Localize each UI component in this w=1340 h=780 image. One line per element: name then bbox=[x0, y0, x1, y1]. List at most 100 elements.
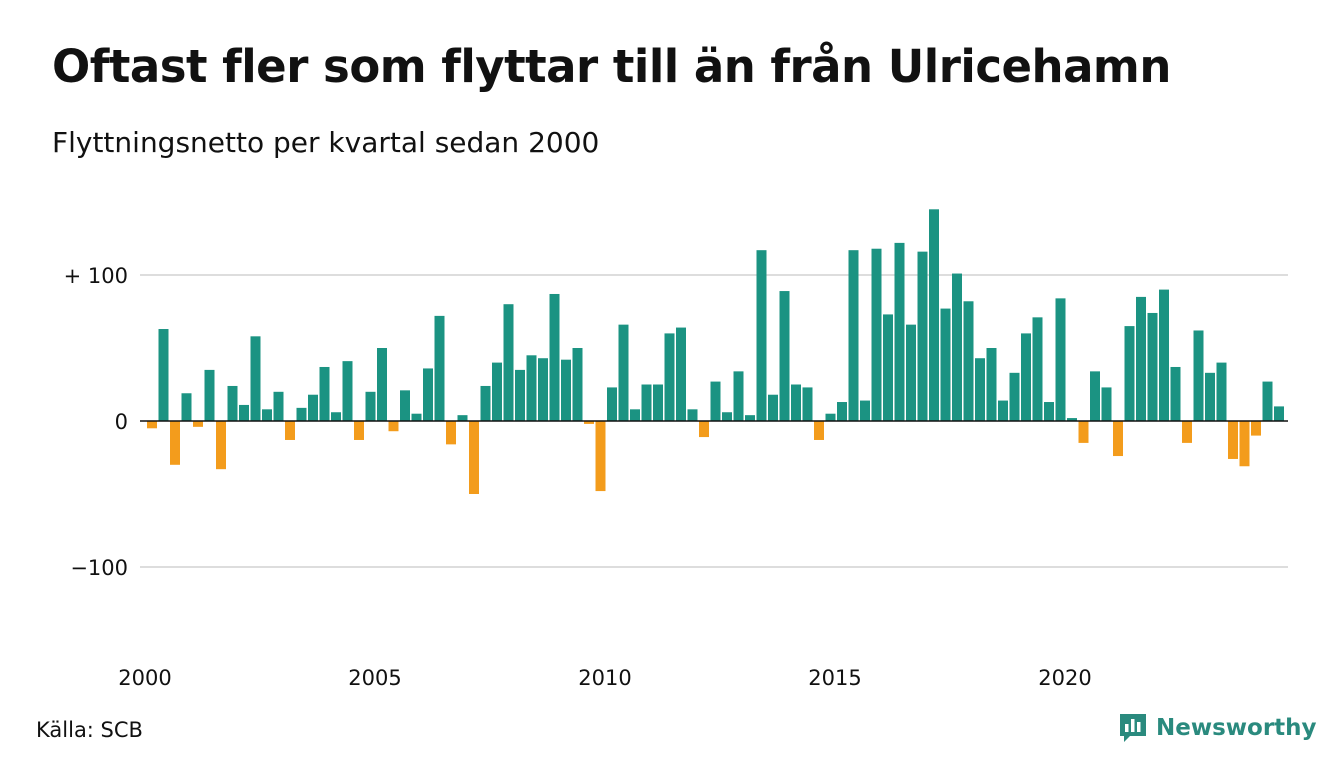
bar bbox=[296, 407, 307, 421]
bar bbox=[216, 421, 226, 470]
bar bbox=[952, 273, 962, 421]
bar bbox=[147, 421, 157, 429]
chart-subtitle: Flyttningsnetto per kvartal sedan 2000 bbox=[52, 126, 600, 159]
bar bbox=[791, 384, 801, 421]
x-tick-label: 2020 bbox=[1038, 666, 1091, 690]
bar bbox=[664, 333, 675, 421]
bar bbox=[204, 369, 215, 421]
bar bbox=[538, 358, 548, 421]
bar bbox=[1113, 421, 1123, 457]
bar bbox=[906, 324, 916, 421]
bar bbox=[929, 209, 939, 421]
bar bbox=[653, 384, 663, 421]
x-tick-label: 2000 bbox=[118, 666, 171, 690]
bar bbox=[377, 348, 387, 421]
bar bbox=[1274, 406, 1284, 421]
y-axis-ticks: + 100 0 −100 bbox=[64, 264, 128, 580]
bar bbox=[285, 421, 295, 440]
bar-chart-speech-icon bbox=[1120, 714, 1146, 742]
bar bbox=[768, 394, 778, 421]
bar bbox=[388, 421, 399, 432]
bar bbox=[549, 293, 560, 421]
bar bbox=[457, 415, 468, 421]
bars bbox=[147, 209, 1284, 494]
bar bbox=[1182, 421, 1192, 443]
bar bbox=[687, 409, 698, 421]
bar bbox=[308, 394, 318, 421]
bar bbox=[963, 301, 974, 421]
x-axis-ticks: 2000 2005 2010 2015 2020 bbox=[118, 666, 1091, 690]
bar bbox=[779, 291, 790, 421]
bar bbox=[1228, 421, 1238, 459]
chart-title: Oftast fler som flyttar till än från Ulr… bbox=[52, 40, 1171, 93]
bar bbox=[1170, 366, 1181, 421]
grid-lines bbox=[140, 274, 1288, 568]
bar bbox=[710, 381, 721, 421]
bar bbox=[561, 359, 571, 421]
bar bbox=[446, 421, 456, 445]
bar bbox=[181, 393, 192, 421]
bar bbox=[595, 421, 606, 492]
bar bbox=[998, 400, 1008, 421]
bar bbox=[480, 385, 491, 421]
bar bbox=[584, 421, 594, 424]
source-note: Källa: SCB bbox=[36, 718, 143, 742]
bar bbox=[411, 413, 422, 421]
bar bbox=[894, 242, 905, 421]
bar bbox=[158, 329, 169, 421]
bar bbox=[733, 371, 744, 421]
bar bbox=[1239, 421, 1250, 467]
bar bbox=[342, 361, 353, 421]
bar bbox=[365, 391, 376, 421]
bar bbox=[1147, 312, 1158, 421]
bar bbox=[262, 409, 272, 421]
x-tick-label: 2005 bbox=[348, 666, 401, 690]
bar bbox=[940, 308, 951, 421]
bar bbox=[975, 358, 985, 421]
bar bbox=[434, 315, 445, 421]
bar bbox=[699, 421, 709, 438]
bar bbox=[802, 387, 813, 421]
bar bbox=[1055, 298, 1066, 421]
bar bbox=[825, 413, 836, 421]
bar bbox=[193, 421, 203, 427]
bar bbox=[1136, 296, 1146, 421]
bar bbox=[1009, 372, 1020, 421]
bar bbox=[1159, 289, 1169, 421]
bar bbox=[572, 348, 583, 421]
bar bbox=[745, 415, 755, 421]
bar bbox=[630, 409, 640, 421]
y-tick-label: −100 bbox=[70, 556, 128, 580]
bar bbox=[883, 314, 893, 421]
bar bbox=[423, 368, 433, 421]
bar bbox=[250, 336, 261, 421]
bar bbox=[1032, 317, 1043, 421]
bar bbox=[986, 348, 997, 421]
bar bbox=[170, 421, 180, 465]
bar bbox=[848, 250, 859, 421]
bar bbox=[1101, 387, 1112, 421]
bar bbox=[227, 385, 238, 421]
bar bbox=[503, 304, 514, 421]
x-tick-label: 2010 bbox=[578, 666, 631, 690]
brand-logo: Newsworthy bbox=[1118, 712, 1317, 744]
bar bbox=[1067, 418, 1077, 421]
bar bbox=[676, 327, 686, 421]
bar bbox=[618, 324, 629, 421]
bar bbox=[814, 421, 824, 440]
bar bbox=[526, 355, 537, 421]
bar bbox=[1021, 333, 1031, 421]
bar bbox=[607, 387, 617, 421]
bar bbox=[1124, 326, 1135, 421]
bar bbox=[917, 251, 928, 421]
bar bbox=[722, 412, 732, 421]
bar bbox=[1251, 421, 1261, 436]
bar bbox=[469, 421, 479, 494]
x-tick-label: 2015 bbox=[808, 666, 861, 690]
bar bbox=[871, 248, 882, 421]
bar bbox=[400, 390, 410, 421]
bar bbox=[1078, 421, 1089, 443]
brand-name: Newsworthy bbox=[1156, 715, 1317, 741]
y-tick-label: + 100 bbox=[64, 264, 128, 288]
bar bbox=[1216, 362, 1227, 421]
